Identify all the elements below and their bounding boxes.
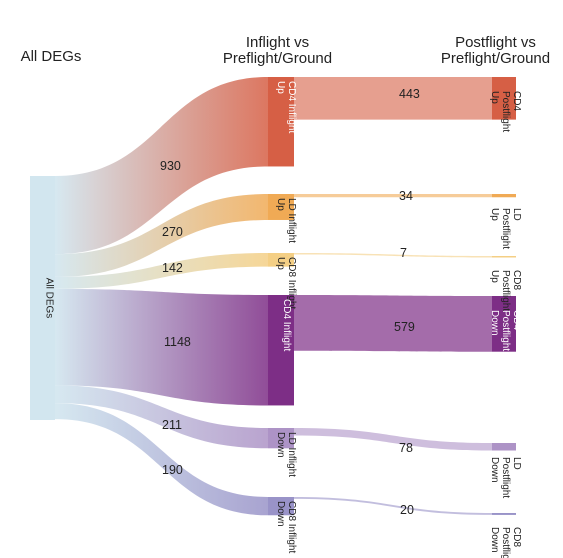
header-postflight-line1: Postflight vs bbox=[455, 34, 536, 51]
node-inflight-cd8_up bbox=[268, 253, 294, 267]
node-inflight-cd4_up bbox=[268, 77, 294, 167]
link-source-to-cd4_up bbox=[55, 77, 268, 255]
value-label-inflight-ld_down: 211 bbox=[162, 418, 182, 432]
node-label-inflight-cd4_up: CD4 InflightUp bbox=[275, 81, 297, 133]
node-label-inflight-cd4_down: CD4 Inflight bbox=[281, 299, 292, 351]
node-inflight-ld_down bbox=[268, 428, 294, 449]
node-label-postflight-cd8_down: CD8PostflightDown bbox=[489, 527, 522, 558]
node-postflight-cd8_down bbox=[492, 513, 516, 515]
value-label-postflight-cd8_up: 7 bbox=[400, 246, 407, 260]
link-ld_up-inflight-to-postflight bbox=[294, 194, 492, 198]
value-label-postflight-cd4_up: 443 bbox=[399, 87, 420, 101]
link-cd4_up-inflight-to-postflight bbox=[294, 77, 492, 120]
header-inflight-line1: Inflight vs bbox=[245, 34, 310, 51]
header-inflight-line2: Preflight/Ground bbox=[222, 50, 333, 67]
header-inflight: Inflight vs Preflight/Ground bbox=[210, 35, 345, 67]
value-label-inflight-cd4_up: 930 bbox=[160, 159, 181, 173]
value-label-postflight-cd4_down: 579 bbox=[394, 320, 415, 334]
header-all-degs: All DEGs bbox=[20, 48, 82, 65]
value-label-inflight-cd4_down: 1148 bbox=[164, 335, 191, 349]
link-cd8_down-inflight-to-postflight bbox=[294, 497, 492, 515]
node-inflight-cd8_down bbox=[268, 497, 294, 516]
value-label-postflight-ld_up: 34 bbox=[399, 189, 413, 203]
node-inflight-cd4_down bbox=[268, 295, 294, 406]
link-cd8_up-inflight-to-postflight bbox=[294, 253, 492, 258]
node-label-postflight-cd8_up: CD8PostflightUp bbox=[489, 270, 522, 311]
link-cd4_down-inflight-to-postflight bbox=[294, 295, 492, 352]
node-postflight-cd4_up bbox=[492, 77, 516, 120]
header-postflight: Postflight vs Preflight/Ground bbox=[428, 35, 563, 67]
node-label-postflight-cd4_up: CD4PostflightUp bbox=[489, 91, 522, 132]
node-label-postflight-ld_down: LDPostflightDown bbox=[489, 457, 522, 498]
node-postflight-ld_up bbox=[492, 194, 516, 198]
link-source-to-ld_down bbox=[55, 385, 268, 449]
value-label-inflight-ld_up: 270 bbox=[162, 225, 183, 239]
link-source-to-cd8_up bbox=[55, 253, 268, 289]
value-label-inflight-cd8_up: 142 bbox=[162, 261, 183, 275]
node-label-inflight-cd8_down: CD8 InflightDown bbox=[275, 501, 297, 553]
link-source-to-cd4_down bbox=[55, 288, 268, 406]
value-label-postflight-cd8_down: 20 bbox=[400, 503, 414, 517]
node-all-degs bbox=[30, 176, 55, 420]
node-postflight-cd4_down bbox=[492, 296, 516, 352]
node-label-inflight-cd8_up: CD8 InflightUp bbox=[275, 257, 297, 309]
node-label-inflight-ld_up: LD InflightUp bbox=[275, 198, 297, 243]
node-inflight-ld_up bbox=[268, 194, 294, 220]
value-label-inflight-cd8_down: 190 bbox=[162, 463, 183, 477]
link-ld_down-inflight-to-postflight bbox=[294, 428, 492, 451]
node-label-postflight-ld_up: LDPostflightUp bbox=[489, 208, 522, 249]
node-label-inflight-ld_down: LD InflightDown bbox=[275, 432, 297, 477]
header-postflight-line2: Preflight/Ground bbox=[440, 50, 551, 67]
node-postflight-cd8_up bbox=[492, 256, 516, 258]
node-label-postflight-cd4_down: CD4PostflightDown bbox=[489, 310, 522, 351]
link-source-to-cd8_down bbox=[55, 403, 268, 516]
node-label-all-degs: All DEGs bbox=[44, 278, 55, 319]
value-label-postflight-ld_down: 78 bbox=[399, 441, 413, 455]
link-source-to-ld_up bbox=[55, 194, 268, 277]
node-postflight-ld_down bbox=[492, 443, 516, 451]
